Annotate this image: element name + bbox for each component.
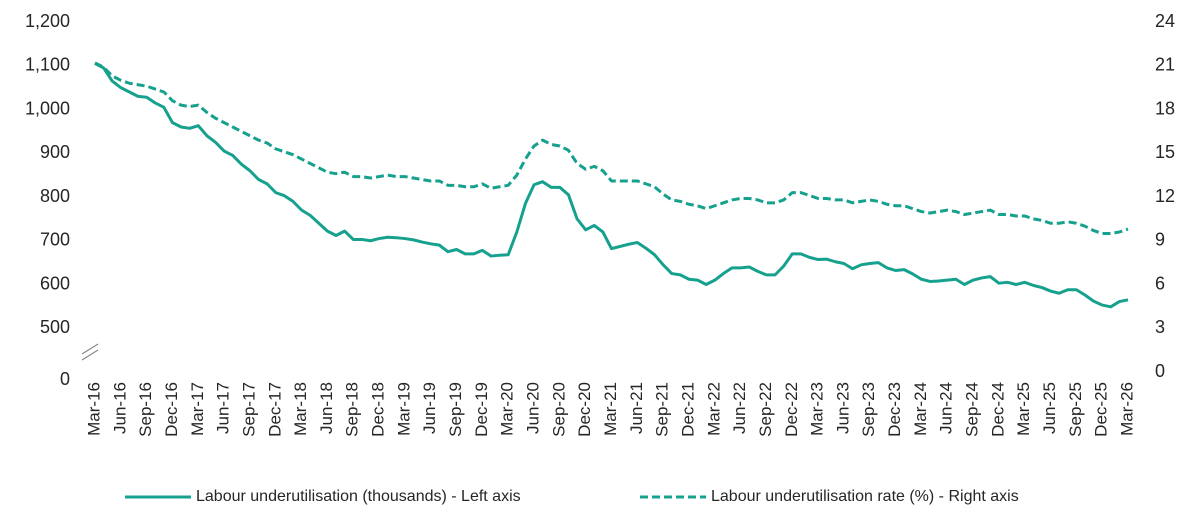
x-tick-label: Mar-26 [1117, 382, 1136, 436]
y-tick-label: 600 [40, 273, 70, 293]
x-tick-label: Dec-22 [782, 382, 801, 437]
x-tick-label: Sep-22 [756, 382, 775, 437]
y2-tick-label: 6 [1155, 273, 1165, 293]
x-tick-label: Sep-21 [653, 382, 672, 437]
axis-break [81, 343, 99, 361]
y2-tick-label: 18 [1155, 98, 1175, 118]
y2-tick-label: 15 [1155, 142, 1175, 162]
x-tick-label: Mar-18 [291, 382, 310, 436]
x-tick-label: Dec-18 [369, 382, 388, 437]
x-tick-label: Dec-20 [575, 382, 594, 437]
x-tick-label: Jun-17 [214, 382, 233, 434]
y2-tick-label: 12 [1155, 186, 1175, 206]
x-tick-label: Mar-20 [498, 382, 517, 436]
x-tick-label: Mar-24 [911, 382, 930, 436]
series-line [94, 62, 1129, 309]
x-tick-label: Sep-19 [446, 382, 465, 437]
x-tick-label: Jun-25 [1040, 382, 1059, 434]
x-tick-label: Mar-19 [394, 382, 413, 436]
y-tick-label: 500 [40, 317, 70, 337]
y2-tick-label: 0 [1155, 361, 1165, 381]
x-tick-label: Sep-16 [136, 382, 155, 437]
y2-tick-label: 3 [1155, 317, 1165, 337]
x-tick-label: Jun-18 [317, 382, 336, 434]
y-tick-label: 800 [40, 186, 70, 206]
x-tick-label: Sep-17 [239, 382, 258, 437]
series-line [94, 61, 1129, 235]
x-tick-label: Dec-23 [885, 382, 904, 437]
y-tick-label: 900 [40, 142, 70, 162]
legend-label: Labour underutilisation (thousands) - Le… [196, 488, 521, 505]
y2-tick-label: 24 [1155, 11, 1175, 31]
x-tick-label: Mar-22 [704, 382, 723, 436]
x-tick-label: Jun-16 [110, 382, 129, 434]
legend-label: Labour underutilisation rate (%) - Right… [711, 488, 1019, 505]
x-tick-label: Sep-23 [859, 382, 878, 437]
x-tick-label: Mar-17 [188, 382, 207, 436]
x-tick-label: Dec-24 [988, 382, 1007, 437]
x-tick-label: Dec-17 [265, 382, 284, 437]
x-tick-label: Jun-23 [833, 382, 852, 434]
x-tick-label: Dec-19 [472, 382, 491, 437]
x-tick-label: Jun-20 [524, 382, 543, 434]
y-tick-label: 1,200 [25, 11, 70, 31]
x-tick-label: Sep-18 [343, 382, 362, 437]
x-tick-label: Sep-25 [1066, 382, 1085, 437]
y2-tick-label: 9 [1155, 230, 1165, 250]
x-tick-label: Sep-20 [549, 382, 568, 437]
y-tick-label: 700 [40, 230, 70, 250]
x-tick-label: Mar-25 [1014, 382, 1033, 436]
y-tick-label: 0 [60, 369, 70, 389]
x-tick-label: Jun-21 [627, 382, 646, 434]
x-tick-label: Dec-16 [162, 382, 181, 437]
x-tick-label: Sep-24 [963, 382, 982, 437]
x-tick-label: Mar-23 [808, 382, 827, 436]
y-tick-label: 1,100 [25, 55, 70, 75]
y-tick-label: 1,000 [25, 98, 70, 118]
x-tick-label: Jun-22 [730, 382, 749, 434]
y2-tick-label: 21 [1155, 55, 1175, 75]
x-tick-label: Mar-21 [601, 382, 620, 436]
x-tick-label: Jun-19 [420, 382, 439, 434]
x-tick-label: Dec-21 [678, 382, 697, 437]
x-tick-label: Jun-24 [937, 382, 956, 434]
x-tick-label: Mar-16 [84, 382, 103, 436]
x-tick-label: Dec-25 [1092, 382, 1111, 437]
